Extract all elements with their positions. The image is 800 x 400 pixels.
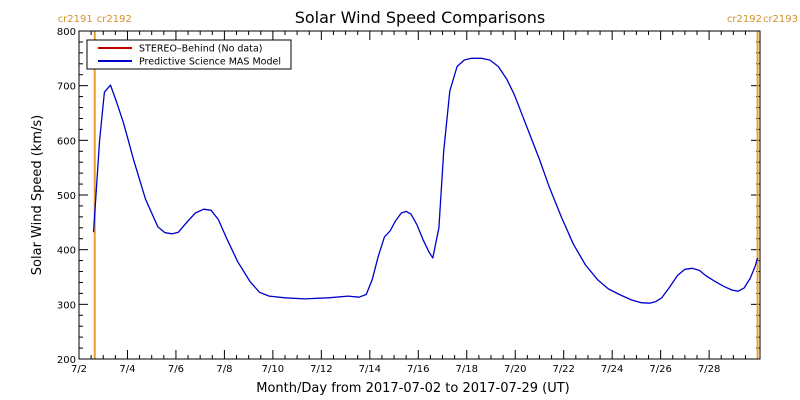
legend: STEREO–Behind (No data) Predictive Scien… <box>86 39 292 70</box>
plot-frame <box>78 30 761 360</box>
x-tick-label-4: 7/10 <box>262 364 284 375</box>
x-tick-label-13: 7/28 <box>698 364 720 375</box>
rotation-label-left-1: cr2192 <box>727 14 762 25</box>
x-tick-label-0: 7/2 <box>71 364 87 375</box>
y-tick-label-700: 700 <box>57 82 76 93</box>
y-tick-label-300: 300 <box>57 300 76 311</box>
x-tick-label-1: 7/4 <box>119 364 135 375</box>
legend-label-mas-model: Predictive Science MAS Model <box>139 57 281 68</box>
tick-layer: 200 300 400 500 600 700 800 7/2 7/4 7/6 7/8 7/10 7/1… <box>57 27 760 375</box>
x-tick-label-2: 7/6 <box>168 364 184 375</box>
legend-box <box>86 39 292 70</box>
y-tick-label-400: 400 <box>57 246 76 257</box>
y-tick-label-200: 200 <box>57 355 76 366</box>
y-tick-label-500: 500 <box>57 191 76 202</box>
x-tick-label-10: 7/22 <box>552 364 574 375</box>
y-tick-label-800: 800 <box>57 27 76 38</box>
chart-title: Solar Wind Speed Comparisons <box>295 8 546 27</box>
x-tick-label-12: 7/26 <box>649 364 671 375</box>
series-layer <box>92 57 759 304</box>
x-tick-label-8: 7/18 <box>456 364 478 375</box>
rotation-marker-layer: cr2191 cr2192 cr2192 cr2193 <box>58 14 798 359</box>
x-tick-label-6: 7/14 <box>359 364 381 375</box>
x-tick-label-7: 7/16 <box>407 364 429 375</box>
rotation-label-right-0: cr2192 <box>97 14 132 25</box>
series-line-1 <box>92 57 759 304</box>
rotation-label-right-1: cr2193 <box>763 14 798 25</box>
x-axis-title: Month/Day from 2017-07-02 to 2017-07-29 … <box>256 381 569 396</box>
x-tick-label-5: 7/12 <box>310 364 332 375</box>
x-tick-label-3: 7/8 <box>216 364 232 375</box>
x-tick-label-9: 7/20 <box>504 364 526 375</box>
y-tick-label-600: 600 <box>57 136 76 147</box>
y-axis-title: Solar Wind Speed (km/s) <box>30 115 45 275</box>
x-tick-label-11: 7/24 <box>601 364 623 375</box>
legend-label-stereo-behind: STEREO–Behind (No data) <box>139 44 263 55</box>
rotation-label-left-0: cr2191 <box>58 14 93 25</box>
